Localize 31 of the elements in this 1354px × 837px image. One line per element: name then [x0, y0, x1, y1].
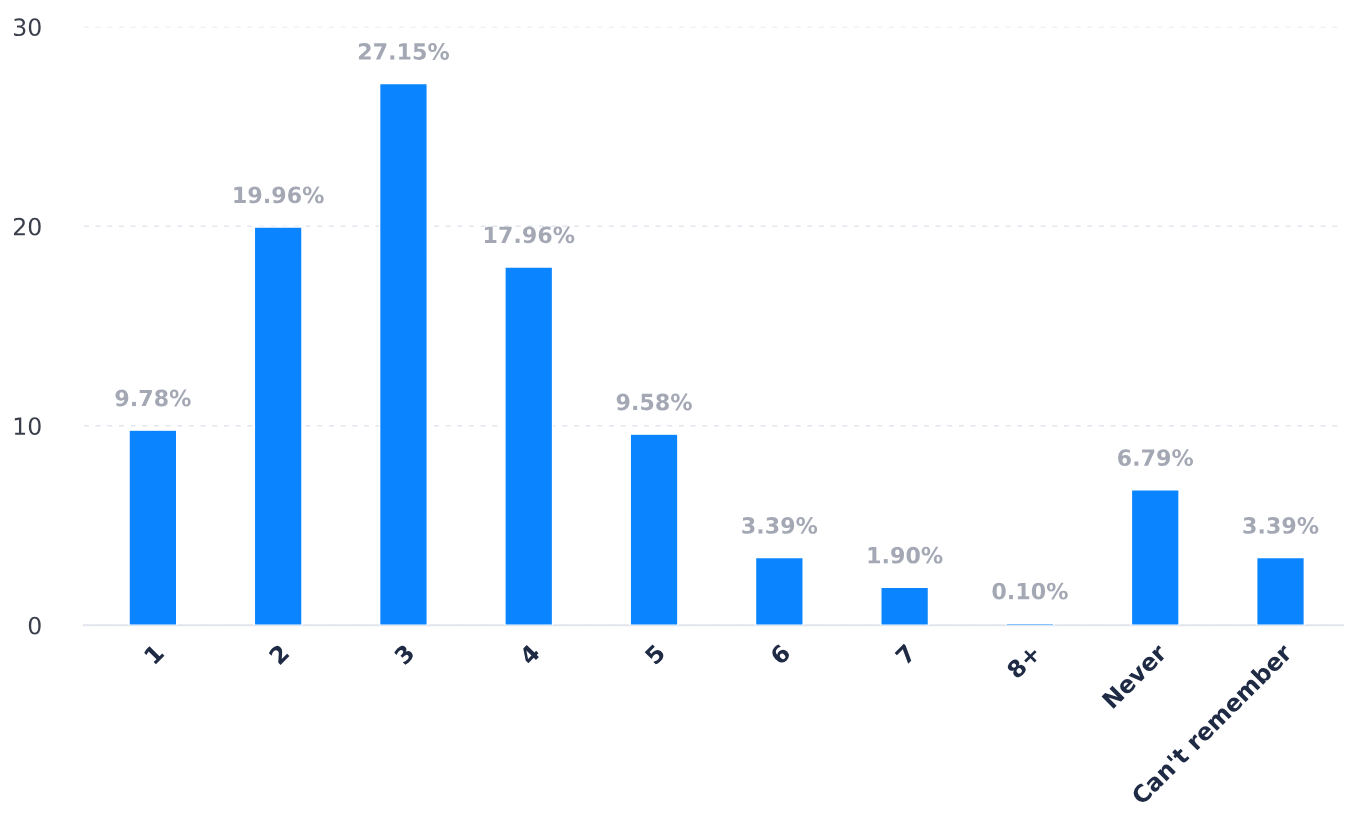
data-label: 3.39%: [1243, 517, 1319, 534]
bar: [1256, 556, 1306, 626]
x-tick-label: 7: [894, 643, 916, 666]
data-label: 9.58%: [616, 393, 692, 411]
bar: [880, 586, 930, 626]
y-tick-label: 30: [14, 18, 41, 37]
x-tick-label: 6: [769, 643, 792, 666]
bar: [629, 433, 679, 626]
bar: [504, 266, 554, 626]
bar: [253, 226, 303, 626]
data-label: 17.96%: [484, 226, 575, 244]
x-tick-label: 3: [393, 643, 416, 666]
y-tick-label: 10: [14, 417, 41, 436]
bar: [1130, 489, 1180, 626]
data-label: 3.39%: [742, 517, 818, 534]
y-tick-label: 20: [13, 217, 41, 236]
x-tick-label: 4: [518, 643, 541, 666]
x-tick-label: 2: [268, 643, 290, 665]
data-label: 1.90%: [868, 546, 943, 564]
x-tick-label: 1: [143, 643, 165, 665]
data-label: 19.96%: [234, 186, 324, 204]
data-label: 9.78%: [115, 389, 191, 407]
bar: [754, 556, 804, 626]
y-tick-label: 0: [28, 616, 41, 635]
bar: [378, 82, 428, 626]
x-tick-label: 5: [644, 643, 666, 666]
data-label: 27.15%: [358, 43, 450, 60]
bar: [128, 429, 178, 626]
data-label: 6.79%: [1118, 449, 1194, 467]
x-tick-label: 8+: [1005, 643, 1042, 680]
data-label: 0.10%: [992, 582, 1068, 600]
